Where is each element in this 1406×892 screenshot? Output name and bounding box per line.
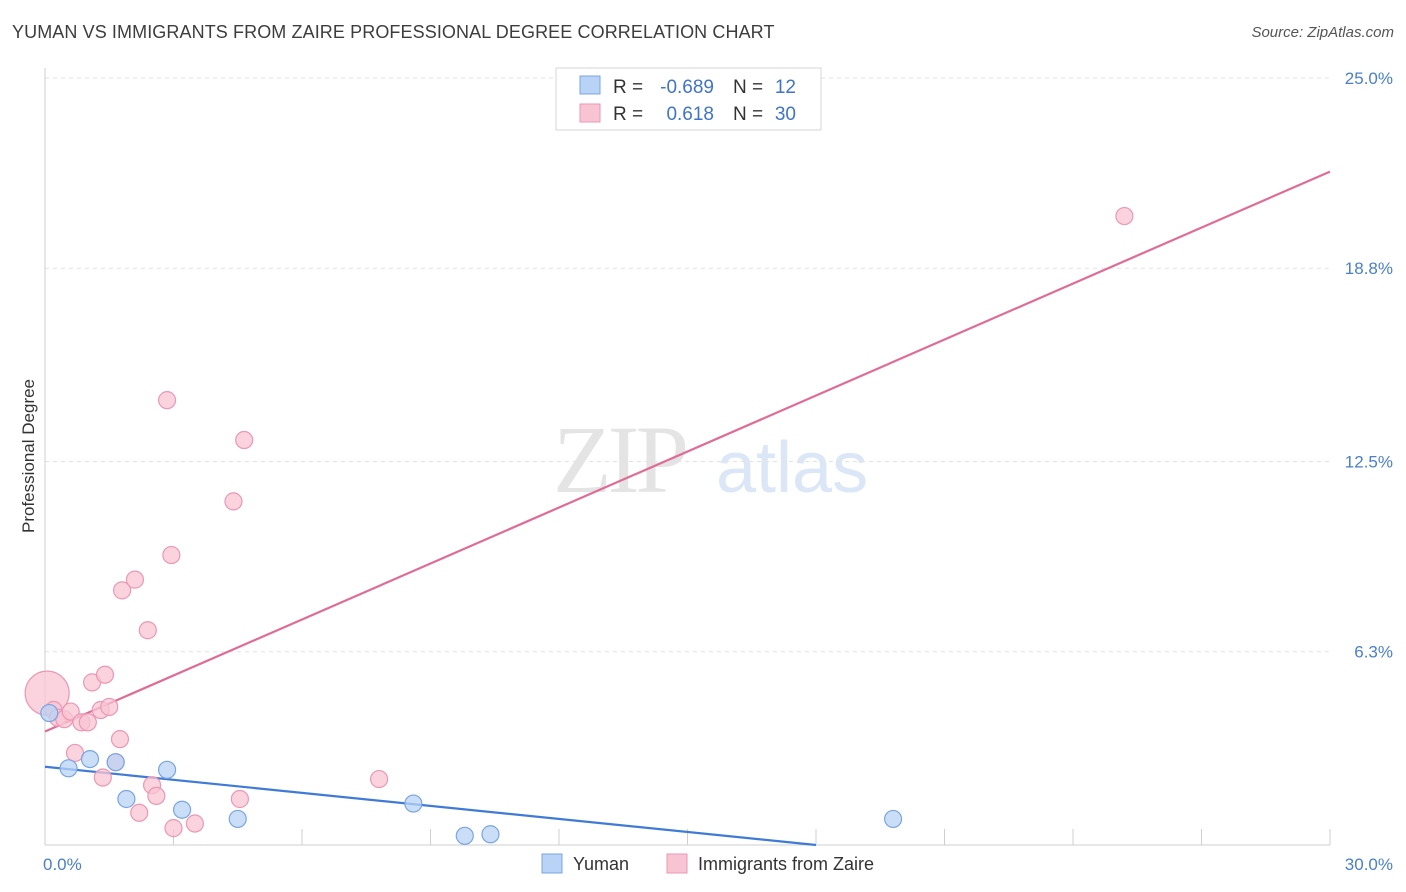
- trend-line-zaire: [44, 170, 1331, 733]
- point-zaire-10: [93, 768, 112, 787]
- point-zaire-18: [138, 621, 157, 640]
- point-zaire-21: [157, 391, 177, 410]
- data-points: [24, 206, 1134, 845]
- x-tick-labels: 0.0% 30.0%: [43, 855, 1393, 874]
- trend-lines: [44, 170, 1331, 847]
- bottom-legend-label-zaire: Immigrants from Zaire: [698, 854, 874, 874]
- point-zaire-16: [125, 570, 145, 589]
- point-yuman-8: [404, 794, 423, 813]
- legend-swatch-zaire: [579, 103, 601, 123]
- point-zaire-4: [61, 702, 80, 721]
- point-yuman-7: [228, 809, 247, 829]
- legend-box: R = -0.689 N = 12 R = 0.618 N = 30: [555, 67, 822, 131]
- bottom-legend-swatch-yuman: [541, 853, 563, 874]
- axes: [44, 68, 1331, 846]
- watermark-zip: ZIP: [553, 406, 686, 513]
- source-credit: Source: ZipAtlas.com: [1251, 24, 1394, 41]
- point-zaire-11: [95, 665, 115, 684]
- point-yuman-2: [80, 749, 100, 769]
- point-yuman-3: [106, 753, 125, 772]
- legend-r-value-yuman: -0.689: [660, 77, 714, 98]
- point-zaire-25: [224, 492, 243, 511]
- point-yuman-0: [40, 703, 59, 723]
- point-zaire-22: [162, 545, 181, 565]
- point-yuman-11: [883, 809, 903, 829]
- point-yuman-5: [157, 760, 177, 779]
- legend-n-label-yuman: N =: [733, 77, 763, 98]
- point-zaire-15: [112, 581, 132, 600]
- point-zaire-20: [147, 786, 166, 806]
- legend-r-value-zaire: 0.618: [666, 104, 714, 125]
- legend-n-label-zaire: N =: [733, 104, 763, 125]
- point-zaire-26: [230, 789, 249, 809]
- point-zaire-7: [78, 713, 97, 732]
- bottom-legend-label-yuman: Yuman: [573, 854, 629, 874]
- point-zaire-17: [130, 803, 149, 822]
- point-zaire-14: [110, 730, 130, 749]
- point-zaire-12: [100, 697, 119, 717]
- grid-lines: [45, 77, 1330, 653]
- x-tick-label-1: 30.0%: [1345, 855, 1393, 874]
- legend-n-value-zaire: 30: [775, 104, 796, 125]
- point-zaire-28: [370, 769, 389, 789]
- bottom-legend-swatch-zaire: [666, 853, 688, 874]
- point-yuman-10: [481, 825, 500, 844]
- chart-title: YUMAN VS IMMIGRANTS FROM ZAIRE PROFESSIO…: [12, 22, 775, 42]
- bottom-legend: Yuman Immigrants from Zaire: [541, 853, 874, 874]
- watermark-atlas: atlas: [716, 428, 868, 508]
- point-zaire-24: [185, 814, 205, 833]
- point-yuman-6: [172, 800, 192, 819]
- y-tick-label-0: 6.3%: [1354, 643, 1393, 662]
- y-tick-label-2: 18.8%: [1345, 259, 1393, 278]
- legend-r-label-zaire: R =: [613, 104, 643, 125]
- legend-swatch-yuman: [579, 75, 601, 95]
- x-tick-label-0: 0.0%: [43, 855, 82, 874]
- point-zaire-23: [164, 819, 183, 838]
- point-yuman-1: [59, 759, 78, 778]
- point-yuman-9: [455, 826, 474, 845]
- y-axis-label: Professional Degree: [19, 379, 38, 533]
- y-tick-label-3: 25.0%: [1345, 69, 1393, 88]
- point-zaire-29: [1115, 206, 1134, 226]
- point-yuman-4: [117, 789, 136, 809]
- point-zaire-27: [235, 430, 254, 450]
- y-tick-label-1: 12.5%: [1345, 453, 1393, 472]
- trend-line-yuman: [44, 765, 817, 847]
- legend-r-label-yuman: R =: [613, 77, 643, 98]
- y-tick-labels: 6.3% 12.5% 18.8% 25.0%: [1345, 69, 1393, 662]
- legend-n-value-yuman: 12: [775, 77, 796, 98]
